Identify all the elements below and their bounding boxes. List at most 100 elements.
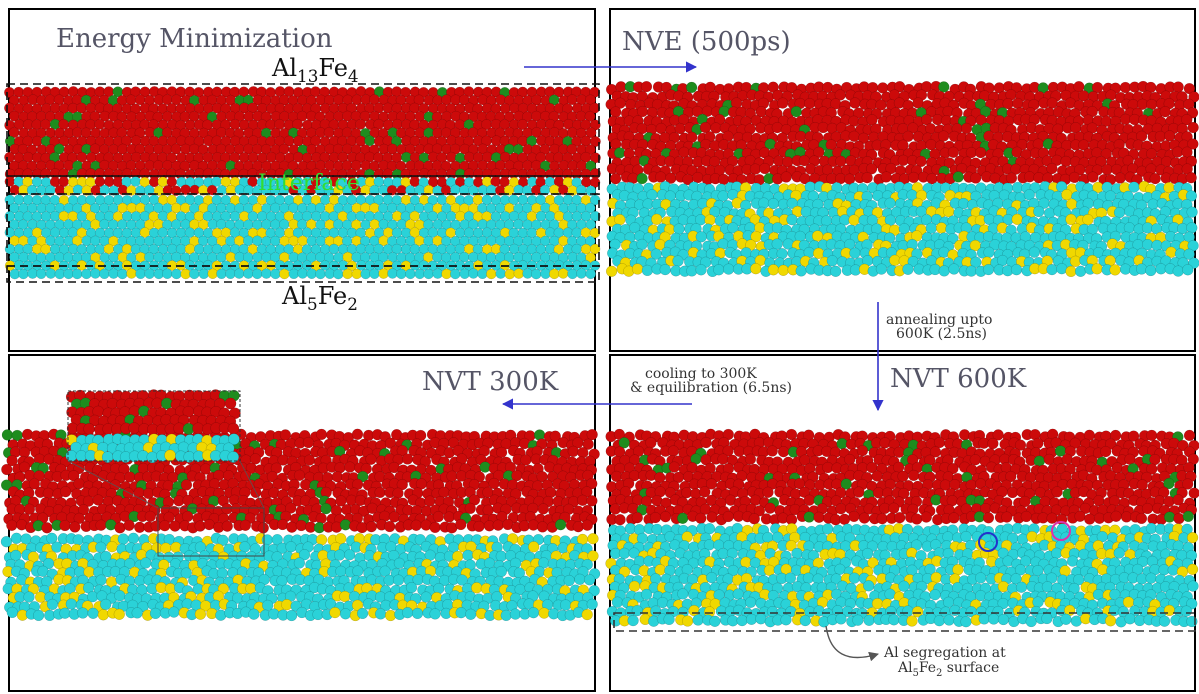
atom — [767, 197, 780, 210]
atom — [189, 268, 200, 280]
atom — [759, 162, 771, 175]
atom — [585, 202, 596, 214]
atom — [777, 446, 790, 458]
atom — [288, 268, 300, 280]
atom — [1172, 265, 1184, 277]
atom — [126, 268, 137, 279]
atom — [414, 268, 426, 280]
atom — [207, 268, 218, 279]
atom — [144, 268, 155, 279]
atom — [880, 171, 892, 183]
atom — [261, 268, 272, 279]
atom — [672, 255, 684, 267]
atom — [194, 608, 207, 620]
atom — [589, 102, 601, 114]
atom — [908, 469, 920, 482]
atom — [1145, 264, 1157, 277]
atom — [393, 557, 406, 569]
atom — [1149, 172, 1161, 185]
atom — [114, 590, 126, 602]
atom — [221, 520, 233, 532]
atom — [559, 599, 572, 611]
atom — [162, 268, 173, 279]
atom — [279, 268, 290, 280]
atom — [1061, 453, 1073, 465]
atom — [938, 265, 950, 277]
atom — [99, 268, 110, 280]
atom — [54, 268, 66, 280]
atom — [1101, 163, 1113, 176]
atom — [364, 135, 376, 147]
atom — [352, 565, 364, 577]
atom — [293, 557, 306, 569]
atom — [744, 453, 757, 465]
atom — [776, 248, 788, 260]
atom — [320, 503, 332, 515]
atom — [583, 574, 596, 586]
atom — [589, 227, 601, 239]
atom — [198, 268, 210, 280]
atom — [590, 210, 601, 222]
atom — [401, 453, 414, 465]
atom — [455, 518, 467, 531]
atom — [762, 486, 774, 498]
atom — [1033, 205, 1045, 218]
atom — [777, 264, 789, 276]
atom — [108, 268, 119, 279]
atom — [589, 152, 601, 164]
atom — [106, 541, 118, 553]
atom — [965, 265, 977, 277]
atom — [1032, 437, 1044, 450]
atom — [589, 177, 601, 188]
atom — [248, 608, 260, 620]
atom — [429, 521, 441, 534]
atom — [758, 197, 770, 209]
atom — [87, 607, 99, 619]
atom — [293, 469, 306, 481]
atom — [581, 608, 593, 621]
atom — [252, 268, 263, 280]
atom — [297, 268, 308, 279]
atom — [81, 268, 92, 280]
atom — [1002, 97, 1014, 110]
atom — [766, 445, 778, 457]
atom — [1046, 97, 1058, 109]
atom — [462, 549, 474, 561]
atom — [135, 268, 146, 280]
atom — [631, 263, 644, 275]
atom — [777, 97, 789, 109]
atom — [1113, 206, 1126, 219]
atom — [77, 607, 89, 619]
atom — [420, 591, 432, 603]
atom — [1069, 255, 1082, 267]
atom — [1065, 265, 1077, 278]
atom — [100, 598, 112, 611]
atom — [576, 268, 587, 279]
atom — [585, 236, 596, 247]
atom — [95, 574, 107, 586]
atom — [113, 608, 125, 620]
atom — [538, 607, 550, 619]
atom — [6, 519, 18, 531]
atom — [149, 607, 162, 620]
atom — [73, 477, 85, 490]
atom — [495, 446, 508, 459]
atom — [1005, 172, 1018, 184]
atom — [1082, 213, 1094, 226]
atom — [1011, 213, 1023, 225]
atom — [1187, 121, 1199, 134]
atom — [20, 533, 32, 545]
atom — [651, 213, 663, 225]
atom — [450, 268, 461, 280]
atom — [495, 268, 506, 279]
atom — [401, 607, 414, 619]
atom — [527, 607, 540, 619]
atom — [51, 541, 63, 553]
atom — [257, 522, 269, 534]
atom — [374, 486, 386, 499]
atom — [473, 520, 485, 533]
atom — [1068, 171, 1081, 184]
atom — [907, 171, 920, 184]
atom — [59, 519, 71, 532]
